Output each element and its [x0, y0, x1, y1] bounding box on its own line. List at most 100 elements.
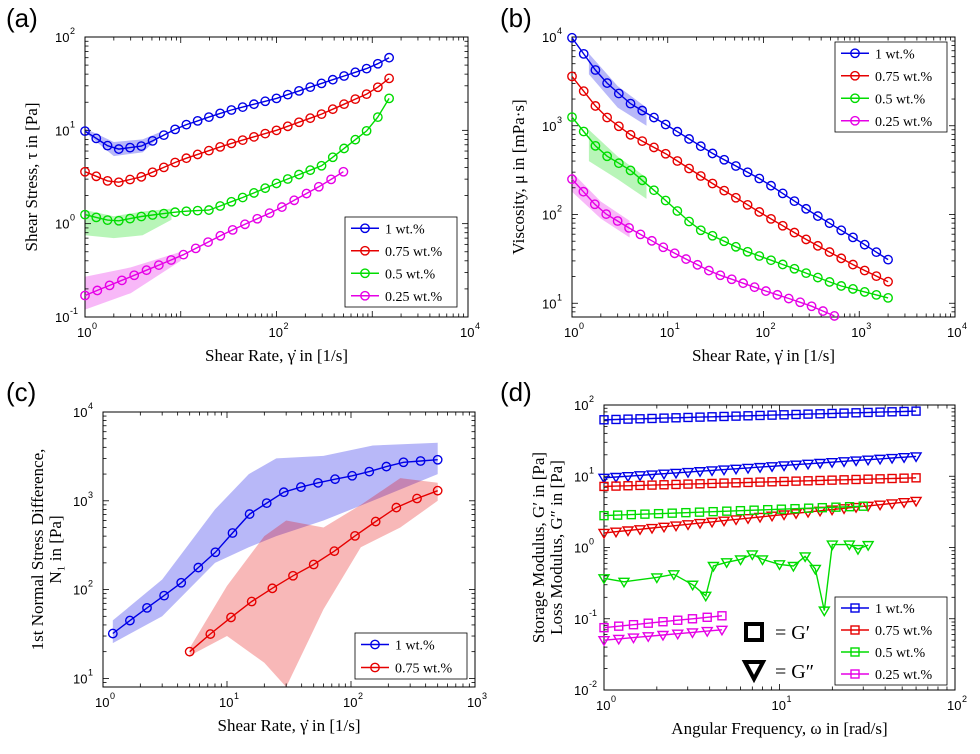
legend-marker — [850, 115, 860, 126]
data-point — [777, 510, 791, 521]
data-point — [625, 165, 636, 176]
data-point — [125, 142, 135, 153]
data-point — [871, 289, 882, 300]
data-point — [350, 530, 360, 541]
data-point — [102, 215, 113, 226]
data-point — [305, 82, 316, 93]
data-point — [672, 206, 683, 216]
legend-label: 0.75 wt.% — [395, 662, 453, 677]
uncertainty-band — [189, 478, 438, 687]
data-point — [364, 466, 375, 477]
data-point — [777, 461, 791, 472]
data-point — [589, 199, 600, 210]
data-point — [749, 505, 759, 515]
data-point — [806, 301, 817, 312]
data-point — [883, 292, 893, 303]
legend-label: 1 wt.% — [875, 47, 915, 62]
x-tick-label: 10 — [343, 695, 357, 710]
y-tick-label: 10 — [55, 217, 69, 232]
data-point — [703, 265, 714, 276]
data-point — [339, 143, 349, 154]
data-point — [848, 232, 858, 243]
data-point — [730, 241, 741, 252]
data-point — [113, 144, 124, 154]
data-point — [567, 112, 577, 123]
data-point — [742, 167, 753, 178]
data-point — [147, 167, 158, 178]
data-point — [80, 166, 90, 177]
legend-marker — [850, 625, 860, 635]
data-point — [789, 460, 803, 472]
data-point — [686, 580, 699, 592]
data-point — [671, 479, 681, 490]
series-line — [603, 455, 917, 479]
data-point — [657, 522, 671, 534]
data-point — [911, 406, 921, 416]
data-point — [707, 412, 717, 422]
data-point — [301, 188, 312, 199]
data-point — [741, 463, 755, 475]
data-point — [612, 216, 623, 226]
data-point — [590, 65, 601, 75]
series-line — [603, 615, 723, 629]
data-point — [911, 473, 921, 483]
data-point — [720, 558, 733, 569]
series-line — [603, 629, 723, 641]
data-point — [203, 205, 214, 215]
panel-label-d: (d) — [500, 377, 532, 407]
x-tick-label: 10 — [460, 325, 474, 340]
data-point — [813, 458, 827, 470]
data-point — [851, 408, 861, 418]
series-line — [603, 543, 869, 611]
data-point — [667, 508, 677, 518]
data-point — [824, 247, 835, 257]
data-point — [282, 121, 293, 132]
data-point — [313, 477, 323, 488]
data-point — [742, 199, 753, 210]
data-point — [294, 117, 304, 128]
data-point — [261, 498, 272, 509]
data-point — [326, 174, 337, 185]
data-point — [635, 480, 645, 491]
data-point — [789, 196, 800, 207]
data-point — [761, 286, 771, 296]
x-axis-label: Shear Rate, γ̇ in [1/s] — [692, 346, 835, 365]
legend-label: 1 wt.% — [395, 639, 435, 654]
data-point — [705, 517, 719, 529]
data-point — [731, 478, 741, 488]
y-tick-exponent: 1 — [70, 119, 75, 129]
data-point — [415, 456, 426, 466]
x-tick-label: 10 — [947, 698, 961, 713]
symbol-key-loss: = G″ — [775, 661, 814, 683]
data-point — [640, 509, 650, 519]
series-line — [571, 178, 835, 317]
data-point — [861, 455, 875, 467]
data-point — [215, 230, 226, 241]
data-point — [827, 408, 837, 419]
data-point — [316, 78, 327, 89]
uncertainty-band — [85, 128, 160, 157]
legend-label: 1 wt.% — [385, 222, 425, 237]
data-point — [861, 540, 875, 552]
data-point — [659, 480, 669, 490]
legend-marker — [850, 48, 860, 59]
data-point — [178, 249, 189, 260]
data-point — [730, 192, 741, 203]
data-point — [809, 564, 822, 576]
y-tick-exponent: 4 — [557, 26, 562, 36]
uncertainty-band — [588, 129, 647, 199]
data-point — [113, 177, 124, 188]
data-point — [772, 289, 783, 300]
data-point — [226, 612, 236, 623]
data-point — [637, 175, 648, 186]
data-point — [316, 109, 327, 120]
data-point — [671, 629, 684, 641]
data-point — [125, 213, 135, 224]
y-tick-exponent: 3 — [88, 490, 93, 500]
data-point — [694, 507, 705, 517]
data-point — [829, 311, 840, 321]
data-point — [80, 209, 90, 220]
data-point — [859, 239, 870, 250]
data-point — [831, 502, 841, 512]
